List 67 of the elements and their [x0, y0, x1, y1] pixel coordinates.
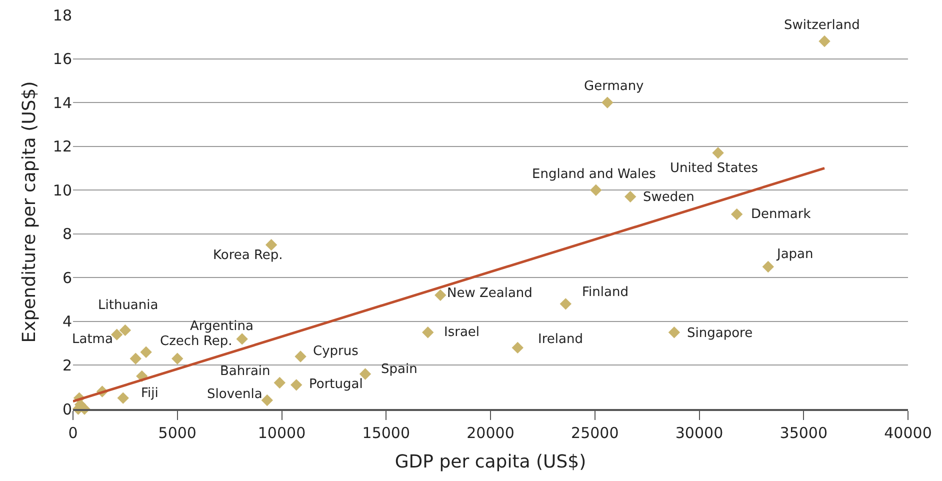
point [818, 35, 830, 48]
annotation: Spain [381, 362, 418, 377]
annotation: Germany [584, 79, 644, 94]
point [261, 394, 273, 406]
y-tick-label: 14 [52, 94, 72, 112]
point [359, 368, 372, 380]
point [434, 289, 446, 302]
annotation: Switzerland [784, 18, 860, 33]
point [236, 333, 248, 345]
annotation: Ireland [538, 332, 583, 347]
point [119, 324, 132, 336]
annotation: Singapore [687, 326, 753, 341]
x-tick-label: 15000 [362, 424, 410, 442]
y-tick-label: 2 [62, 356, 72, 374]
annotation: Czech Rep. [160, 334, 232, 349]
point [730, 208, 743, 220]
point [602, 96, 614, 108]
y-tick-label: 8 [62, 225, 72, 244]
point [290, 379, 302, 391]
annotation: Sweden [643, 190, 694, 205]
point [668, 326, 680, 338]
annotation: Argentina [190, 319, 254, 334]
x-tick-label: 10000 [258, 424, 306, 442]
point [172, 352, 184, 365]
point [117, 392, 129, 404]
point [130, 352, 142, 365]
annotation: Fiji [141, 386, 158, 401]
annotation: Cyprus [313, 344, 359, 359]
point [422, 326, 434, 338]
annotation: Finland [582, 285, 628, 300]
annotation: Lithuania [98, 298, 158, 313]
x-tick-label: 35000 [780, 424, 828, 442]
y-tick-label: 4 [62, 312, 72, 331]
annotation: Portugal [309, 377, 363, 392]
x-tick-label: 30000 [675, 424, 724, 442]
x-tick-label: 20000 [466, 424, 514, 442]
annotation: Japan [776, 247, 814, 262]
annotation: Israel [444, 325, 480, 340]
x-tick-label: 5000 [158, 424, 196, 442]
point [590, 184, 602, 196]
annotation: Slovenla [207, 387, 262, 402]
annotation: England and Wales [532, 167, 656, 182]
x-tick-label: 40000 [884, 424, 932, 442]
y-tick-label: 18 [52, 6, 72, 24]
y-tick-label: 16 [52, 50, 72, 68]
point [560, 298, 572, 310]
point [712, 147, 724, 159]
point [110, 328, 123, 340]
annotation: Denmark [751, 207, 812, 222]
annotation: Latma [72, 332, 113, 347]
y-tick-label: 12 [52, 138, 72, 156]
point [274, 376, 286, 389]
annotation: United States [670, 161, 758, 176]
y-axis-title: Expenditure per capita (US$) [19, 81, 40, 343]
point [624, 190, 636, 203]
point [762, 260, 774, 273]
annotation: Bahrain [220, 364, 270, 379]
y-tick-label: 6 [62, 268, 72, 287]
x-axis-title: GDP per capita (US$) [394, 451, 586, 472]
x-tick-label: 25000 [571, 424, 619, 442]
point [140, 346, 152, 358]
y-tick-label: 0 [62, 400, 72, 418]
point [294, 350, 306, 362]
annotation: New Zealand [447, 286, 532, 301]
y-tick-label: 10 [52, 181, 72, 200]
point [512, 342, 524, 354]
annotation: Korea Rep. [213, 248, 283, 263]
